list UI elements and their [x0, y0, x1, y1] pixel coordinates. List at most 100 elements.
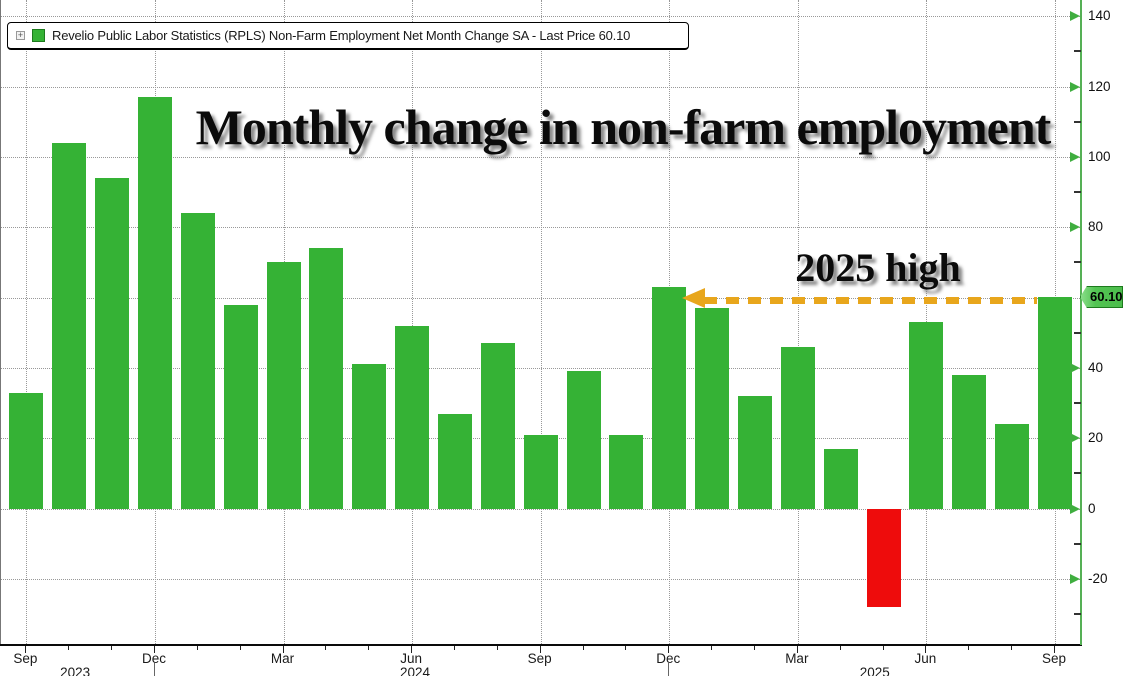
x-tick [111, 646, 113, 650]
bar-oct-2023 [52, 142, 87, 509]
y-tick-arrow-icon [1070, 573, 1080, 584]
bar-aug-2024 [480, 343, 515, 509]
y-minor-tick [1074, 191, 1081, 194]
bar-mar-2024 [266, 262, 301, 509]
x-tick [668, 646, 670, 653]
chart-title: Monthly change in non-farm employment [195, 99, 1052, 155]
x-axis-line [0, 644, 1082, 646]
y-tick-label: -20 [1088, 570, 1108, 586]
y-tick-arrow-icon [1070, 11, 1080, 22]
y-minor-tick [1074, 402, 1081, 405]
x-tick-label: Jun [400, 651, 422, 666]
annotation-dashed-line [704, 297, 1037, 304]
year-separator [668, 663, 670, 676]
x-tick [882, 646, 884, 650]
y-axis-line [1080, 0, 1082, 645]
x-tick [25, 646, 27, 653]
x-tick [625, 646, 627, 650]
bar-jul-2024 [437, 413, 472, 509]
bar-jan-2025 [695, 308, 730, 509]
annotation-arrow-head-icon [682, 288, 705, 308]
gridline-v [412, 0, 414, 644]
y-tick-label: 0 [1088, 500, 1096, 516]
y-minor-tick [1074, 120, 1081, 123]
x-tick [368, 646, 370, 650]
bar-nov-2024 [609, 434, 644, 509]
bar-jun-2025 [909, 322, 944, 509]
x-tick-label: Mar [270, 651, 295, 666]
x-tick [196, 646, 198, 650]
x-tick [153, 646, 155, 653]
bar-nov-2023 [95, 177, 130, 509]
y-tick-label: 140 [1088, 8, 1111, 24]
x-tick-label: Jun [914, 651, 937, 666]
bar-feb-2024 [223, 304, 258, 509]
x-tick [68, 646, 70, 650]
y-tick-label: 120 [1088, 78, 1111, 94]
x-tick [539, 646, 541, 653]
x-tick [968, 646, 970, 650]
y-minor-tick [1074, 542, 1081, 545]
x-tick [282, 646, 284, 653]
y-minor-tick [1074, 50, 1081, 53]
bar-jul-2025 [952, 374, 987, 509]
bar-feb-2025 [737, 396, 772, 509]
y-tick-arrow-icon [1070, 151, 1080, 162]
x-tick-label: Sep [527, 651, 552, 666]
gridline-v [797, 0, 799, 644]
legend-series-swatch-icon [32, 29, 45, 42]
gridline-v [926, 0, 928, 644]
x-tick [1011, 646, 1013, 650]
bar-apr-2025 [823, 448, 858, 509]
x-tick [711, 646, 713, 650]
x-tick-label: Dec [656, 651, 681, 666]
year-separator [153, 663, 155, 676]
annotation-2025-high: 2025 high [795, 245, 961, 290]
x-tick [411, 646, 413, 653]
bar-mar-2025 [780, 346, 815, 509]
y-tick-label: 20 [1088, 430, 1104, 446]
legend-series-label[interactable]: Revelio Public Labor Statistics (RPLS) N… [52, 28, 631, 43]
y-minor-tick [1074, 261, 1081, 264]
bar-dec-2024 [652, 287, 687, 509]
x-tick-label: Mar [785, 651, 809, 666]
year-label: 2023 [60, 665, 91, 676]
x-tick [796, 646, 798, 653]
y-tick-label: 100 [1088, 148, 1111, 164]
bar-sep-2024 [523, 434, 558, 509]
bar-may-2024 [352, 364, 387, 509]
bar-aug-2025 [995, 424, 1030, 509]
x-tick-label: Sep [1041, 651, 1066, 666]
x-tick [753, 646, 755, 650]
y-tick-arrow-icon [1070, 222, 1080, 233]
y-minor-tick [1074, 613, 1081, 616]
legend-box[interactable]: + Revelio Public Labor Statistics (RPLS)… [7, 22, 689, 50]
y-minor-tick [1074, 331, 1081, 334]
last-price-badge: 60.10 [1080, 286, 1123, 308]
x-tick [496, 646, 498, 650]
bar-may-2025 [866, 508, 901, 608]
gridline-v [26, 0, 28, 644]
y-tick-label: 40 [1088, 359, 1104, 375]
x-tick-label: Sep [13, 651, 38, 666]
year-label: 2024 [399, 665, 430, 676]
bar-jan-2024 [180, 213, 215, 509]
bar-sep-2023 [9, 392, 44, 509]
y-tick-arrow-icon [1070, 362, 1080, 373]
bar-dec-2023 [137, 97, 172, 509]
x-tick [239, 646, 241, 650]
x-tick [582, 646, 584, 650]
x-tick [325, 646, 327, 650]
x-tick-label: Dec [141, 651, 166, 666]
x-tick [839, 646, 841, 650]
bar-oct-2024 [566, 371, 601, 509]
gridline-v [540, 0, 542, 644]
bar-apr-2024 [309, 248, 344, 509]
plot-area [0, 0, 1082, 644]
bar-jun-2024 [395, 325, 430, 509]
x-tick [1053, 646, 1055, 653]
legend-expand-icon[interactable]: + [16, 30, 25, 40]
x-tick [453, 646, 455, 650]
y-tick-arrow-icon [1070, 433, 1080, 444]
